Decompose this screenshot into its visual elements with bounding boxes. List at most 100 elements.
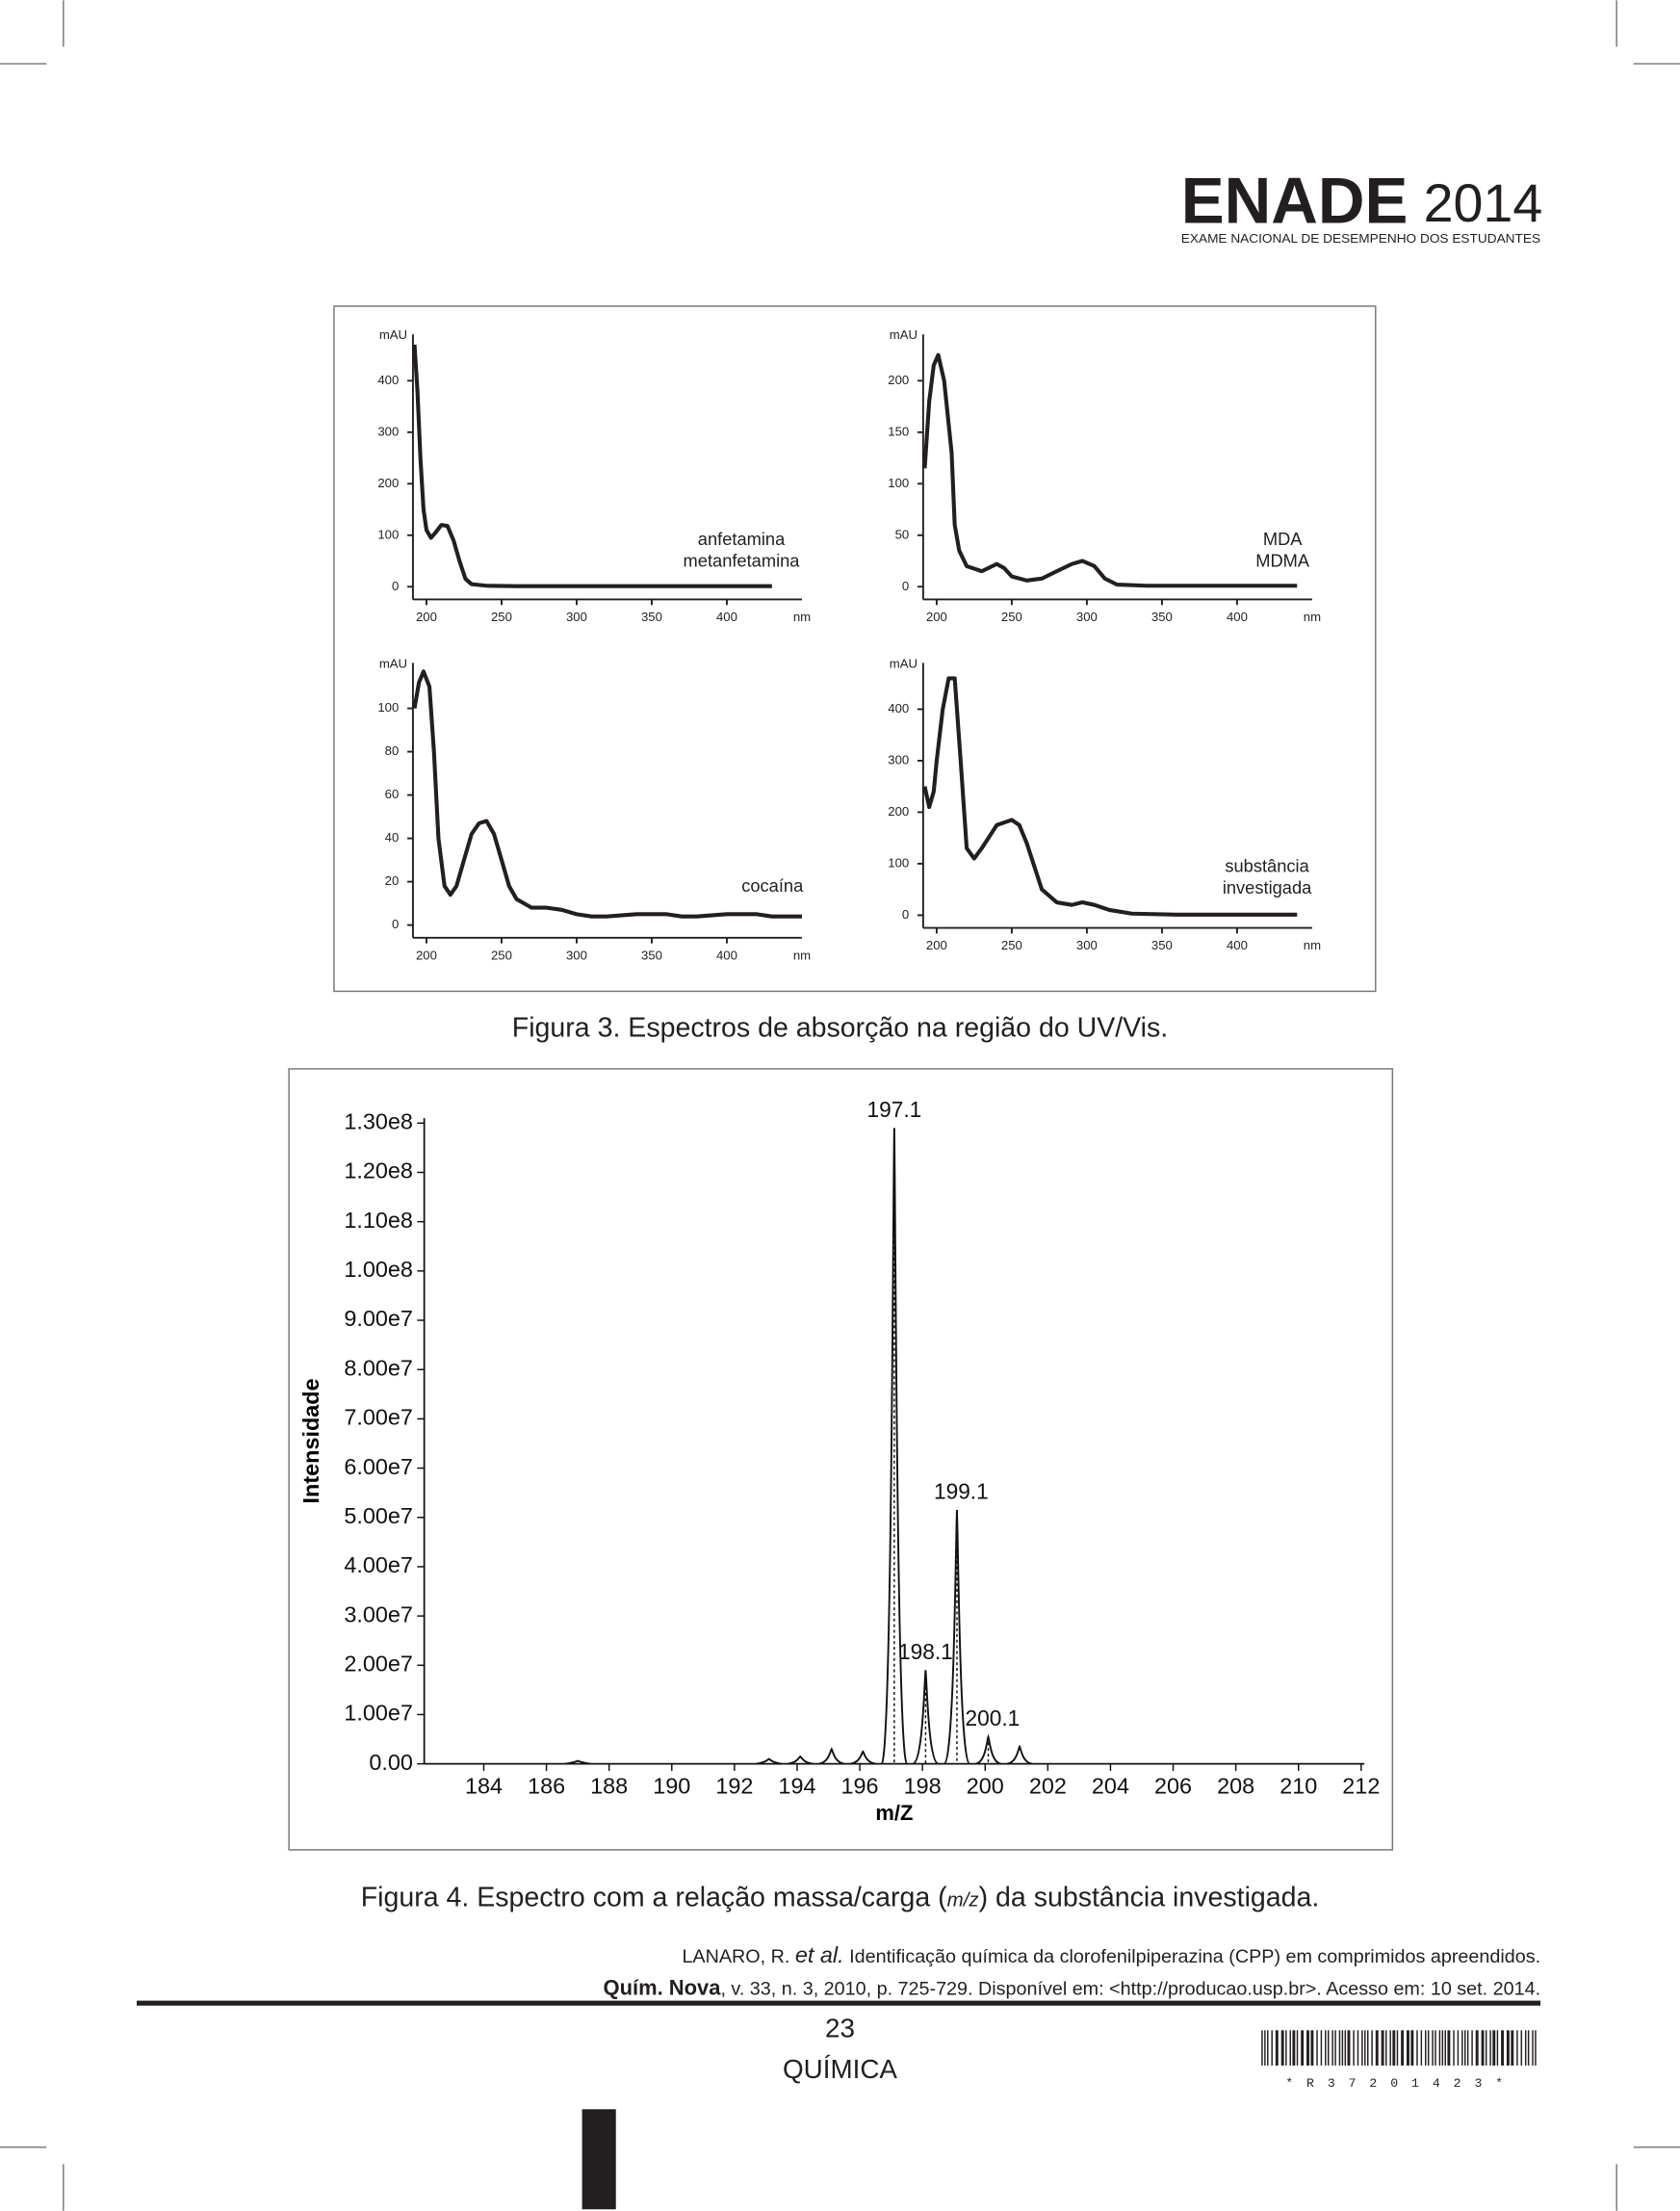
barcode-bar bbox=[1338, 2030, 1341, 2066]
x-tick-label: 250 bbox=[1001, 938, 1022, 952]
barcode-bar bbox=[1375, 2030, 1379, 2066]
annotation: substância bbox=[1225, 855, 1309, 875]
barcode-bar bbox=[1267, 2030, 1269, 2066]
x-tick-label: 200 bbox=[416, 610, 437, 624]
barcode-bar bbox=[1328, 2030, 1330, 2066]
x-unit-label: nm bbox=[1304, 610, 1321, 624]
y-tick-label: 0 bbox=[392, 917, 399, 931]
footer-rule bbox=[137, 2000, 1541, 2006]
y-tick-label: 5.00e7 bbox=[344, 1503, 413, 1528]
peak-label: 198.1 bbox=[898, 1639, 953, 1664]
barcode-bar bbox=[1511, 2030, 1514, 2066]
x-tick-label: 300 bbox=[566, 948, 587, 962]
x-tick-label: 250 bbox=[1001, 610, 1022, 624]
barcode-bar bbox=[1271, 2030, 1273, 2066]
y-tick-label: 0.00 bbox=[369, 1750, 413, 1775]
barcode-bar bbox=[1385, 2030, 1387, 2066]
barcode-bar bbox=[1392, 2030, 1396, 2066]
y-tick-label: 80 bbox=[385, 743, 400, 758]
barcode-bar bbox=[1367, 2030, 1369, 2066]
spectrum-line bbox=[922, 676, 1298, 917]
barcode-bar bbox=[1310, 2030, 1314, 2066]
x-tick-label: 250 bbox=[491, 948, 512, 962]
barcode-bar bbox=[1331, 2030, 1333, 2066]
y-tick-label: 150 bbox=[888, 424, 909, 438]
x-tick-label: 186 bbox=[528, 1774, 565, 1799]
y-tick-label: 100 bbox=[888, 476, 909, 490]
reference-author: LANARO, R. bbox=[682, 1946, 794, 1967]
y-tick-label: 300 bbox=[377, 424, 399, 438]
x-tick-label: 350 bbox=[1151, 938, 1173, 952]
barcode-bar bbox=[1334, 2030, 1336, 2066]
y-tick-label: 0 bbox=[902, 579, 909, 593]
barcode-bar bbox=[1432, 2030, 1434, 2066]
barcode bbox=[1261, 2030, 1537, 2066]
y-tick-label: 200 bbox=[888, 804, 909, 819]
annotation: anfetamina bbox=[698, 529, 786, 549]
barcode-bar bbox=[1396, 2030, 1399, 2066]
y-tick-label: 3.00e7 bbox=[344, 1601, 413, 1626]
x-tick-label: 400 bbox=[1227, 938, 1248, 952]
y-tick-label: 0 bbox=[392, 579, 399, 593]
y-tick-label: 200 bbox=[377, 476, 399, 490]
x-unit-label: nm bbox=[1304, 938, 1321, 952]
barcode-bar bbox=[1389, 2030, 1391, 2066]
reference-text: Identificação química da clorofenilpiper… bbox=[844, 1946, 1540, 1967]
barcode-bar bbox=[1481, 2030, 1485, 2066]
x-tick-label: 206 bbox=[1154, 1774, 1192, 1799]
barcode-bar bbox=[1464, 2030, 1466, 2066]
barcode-bar bbox=[1347, 2030, 1351, 2066]
x-tick-label: 204 bbox=[1092, 1774, 1129, 1799]
figure3-caption: Figura 3. Espectros de absorção na regiã… bbox=[512, 1012, 1168, 1043]
barcode-bar bbox=[1441, 2030, 1444, 2066]
x-tick-label: 200 bbox=[967, 1774, 1004, 1799]
barcode-bar bbox=[1420, 2030, 1423, 2066]
barcode-bar bbox=[1264, 2030, 1266, 2066]
barcode-bar bbox=[1320, 2030, 1323, 2066]
y-tick-label: 6.00e7 bbox=[344, 1454, 413, 1479]
y-tick-label: 4.00e7 bbox=[344, 1552, 413, 1577]
barcode-bar bbox=[1285, 2030, 1287, 2066]
peak-label: 199.1 bbox=[934, 1479, 989, 1504]
barcode-bar bbox=[1381, 2030, 1384, 2066]
peak bbox=[756, 1757, 782, 1765]
x-tick-label: 400 bbox=[716, 948, 737, 962]
header-title: ENADE bbox=[1181, 166, 1409, 238]
y-axis-label: mAU bbox=[379, 656, 407, 670]
barcode-bar bbox=[1489, 2030, 1491, 2066]
peak bbox=[849, 1750, 876, 1765]
reference-italic: et al. bbox=[795, 1942, 844, 1967]
barcode-bar bbox=[1280, 2030, 1284, 2066]
x-tick-label: 200 bbox=[416, 948, 437, 962]
x-tick-label: 192 bbox=[715, 1774, 753, 1799]
y-tick-label: 40 bbox=[385, 830, 400, 845]
barcode-bar bbox=[1361, 2030, 1363, 2066]
x-tick-label: 188 bbox=[590, 1774, 628, 1799]
x-tick-label: 350 bbox=[641, 610, 662, 624]
barcode-bar bbox=[1535, 2030, 1537, 2066]
barcode-bar bbox=[1434, 2030, 1436, 2066]
barcode-bar bbox=[1416, 2030, 1418, 2066]
barcode-bar bbox=[1401, 2030, 1405, 2066]
barcode-bar bbox=[1453, 2030, 1455, 2066]
barcode-bar bbox=[1406, 2030, 1409, 2066]
y-axis-label: mAU bbox=[890, 327, 918, 342]
peak bbox=[787, 1755, 814, 1765]
x-tick-label: 400 bbox=[1227, 610, 1248, 624]
caption-text: ) da substância investigada. bbox=[979, 1883, 1320, 1913]
barcode-bar bbox=[1524, 2030, 1527, 2066]
y-tick-label: 60 bbox=[385, 787, 400, 801]
peak bbox=[880, 1128, 908, 1765]
x-tick-label: 350 bbox=[641, 948, 662, 962]
barcode-bar bbox=[1496, 2030, 1499, 2066]
x-tick-label: 200 bbox=[926, 938, 947, 952]
x-tick-label: 190 bbox=[653, 1774, 690, 1799]
y-tick-label: 1.30e8 bbox=[344, 1108, 413, 1133]
y-axis-label: mAU bbox=[379, 327, 407, 342]
x-tick-label: 300 bbox=[1076, 610, 1098, 624]
annotation: investigada bbox=[1223, 877, 1312, 897]
barcode-bar bbox=[1425, 2030, 1427, 2066]
